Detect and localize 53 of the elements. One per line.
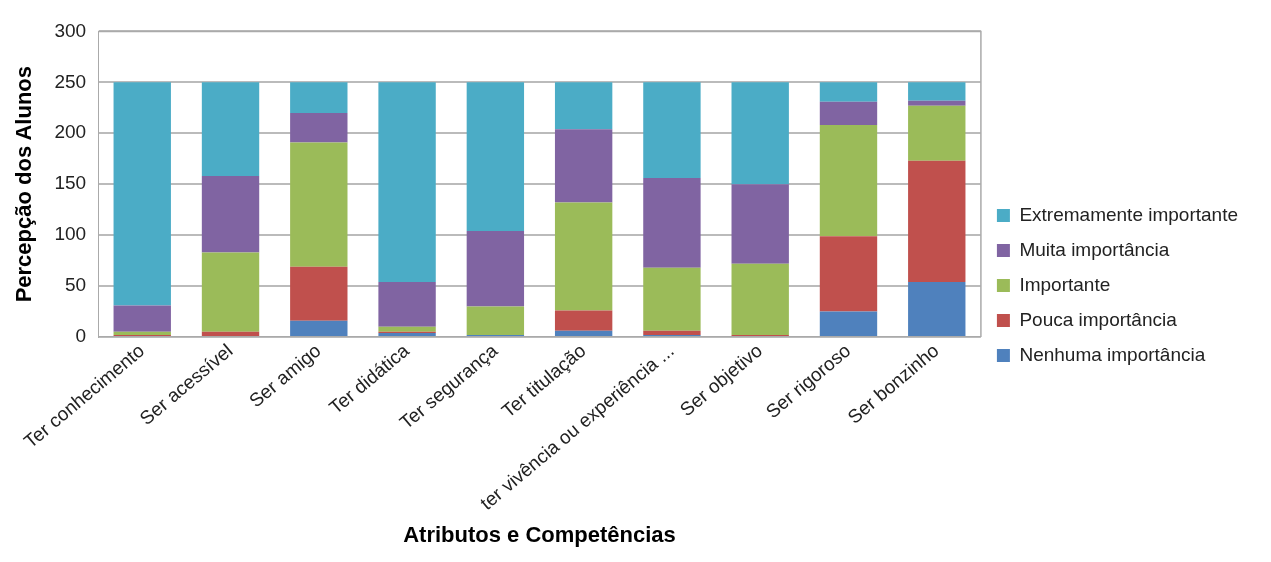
bar [731, 82, 789, 185]
bar [378, 281, 436, 327]
bar [201, 176, 260, 253]
bar [731, 263, 789, 335]
bar [201, 252, 260, 332]
bar [908, 100, 966, 106]
bar [643, 267, 701, 331]
bar [466, 82, 525, 232]
bar [908, 105, 966, 161]
y-tick-label: 0 [75, 325, 87, 347]
bar [819, 82, 878, 102]
bar [290, 82, 348, 113]
bar [908, 82, 966, 101]
legend-label: Importante [1019, 273, 1111, 295]
y-tick-label: 200 [54, 121, 87, 143]
bar [290, 112, 348, 143]
bar [908, 281, 966, 336]
bar [819, 311, 878, 336]
bar [378, 326, 436, 332]
bar [113, 305, 171, 332]
x-axis-title: Atributos e Competências [403, 521, 676, 547]
bar [290, 266, 348, 321]
bar [643, 330, 701, 335]
y-tick-label: 250 [54, 70, 87, 92]
bar [113, 82, 171, 306]
y-tick-label: 100 [54, 223, 87, 245]
bar [643, 178, 701, 268]
bar [201, 82, 260, 177]
bar [554, 202, 613, 311]
bar [908, 160, 966, 282]
bar [819, 125, 878, 237]
bar [378, 82, 436, 282]
bar [554, 330, 613, 336]
bar [643, 82, 701, 179]
y-tick-label: 300 [54, 19, 87, 41]
bar [554, 310, 613, 331]
bar [819, 236, 878, 312]
bar [819, 101, 878, 126]
bar [554, 129, 613, 203]
y-tick-label: 150 [54, 172, 87, 194]
legend-label: Nenhuma importância [1019, 343, 1206, 365]
bar [466, 306, 525, 335]
legend-label: Pouca importância [1019, 308, 1178, 330]
legend-label: Extremamente importante [1019, 203, 1238, 225]
y-axis-title: Percepção dos Alunos [11, 65, 37, 303]
y-tick-label: 50 [64, 274, 87, 296]
bar [466, 231, 525, 307]
legend-label: Muita importância [1019, 238, 1170, 260]
bar [731, 184, 789, 264]
bar [201, 331, 260, 336]
bar [554, 82, 613, 130]
bar [290, 142, 348, 267]
bar [290, 320, 348, 336]
